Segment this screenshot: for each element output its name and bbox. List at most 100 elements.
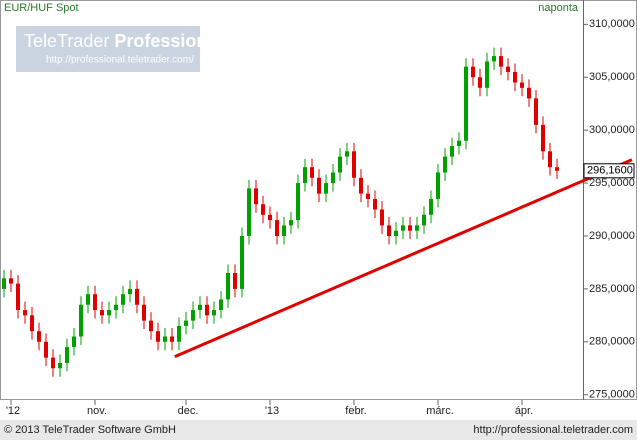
candle-body xyxy=(485,61,489,88)
candle-body xyxy=(317,177,321,194)
candle-body xyxy=(198,304,202,311)
candle-body xyxy=(331,172,335,184)
candle-body xyxy=(436,172,440,199)
candle-body xyxy=(23,310,27,316)
candle-body xyxy=(471,66,475,78)
candle-body xyxy=(373,198,377,210)
candle-body xyxy=(527,87,531,99)
candle-body xyxy=(254,188,258,205)
candle-body xyxy=(520,82,524,88)
footer-url: http://professional.teletrader.com xyxy=(473,424,633,436)
candle-body xyxy=(58,362,62,369)
candle-body xyxy=(408,225,412,231)
candle-body xyxy=(107,310,111,316)
candle-body xyxy=(16,283,20,311)
candle-body xyxy=(51,357,55,369)
candle-body xyxy=(93,294,97,311)
candle-body xyxy=(37,331,41,342)
candle-body xyxy=(380,209,384,226)
candle-body xyxy=(422,214,426,226)
candle-body xyxy=(247,188,251,236)
y-tick-label: 300,0000 xyxy=(589,124,635,136)
candle-body xyxy=(457,140,461,147)
candle-body xyxy=(149,320,153,332)
candle-body xyxy=(226,273,230,300)
x-tick-label: nov. xyxy=(87,405,107,417)
candle-body xyxy=(261,204,265,215)
y-tick-label: 295,0000 xyxy=(589,177,635,189)
candle-body xyxy=(296,183,300,221)
candle-body xyxy=(352,151,356,178)
candle-body xyxy=(450,146,454,157)
candle-body xyxy=(359,177,363,194)
candle-body xyxy=(79,304,83,337)
candle-body xyxy=(240,235,244,289)
candle-body xyxy=(282,225,286,236)
candle-body xyxy=(555,167,559,171)
y-tick-label: 285,0000 xyxy=(589,283,635,295)
x-tick-label: '12 xyxy=(6,405,20,417)
candle-body xyxy=(184,320,188,326)
candle-body xyxy=(233,273,237,289)
logo-edition: Professional xyxy=(114,31,222,51)
candle-body xyxy=(205,304,209,316)
footer-bar xyxy=(0,420,637,440)
candle-body xyxy=(478,77,482,88)
candle-body xyxy=(506,66,510,72)
candle-body xyxy=(387,225,391,236)
candle-body xyxy=(142,304,146,321)
candle-body xyxy=(464,66,468,141)
candle-body xyxy=(548,151,552,168)
candle-body xyxy=(9,278,13,284)
y-tick-label: 275,0000 xyxy=(589,389,635,401)
copyright: © 2013 TeleTrader Software GmbH xyxy=(4,424,176,436)
candle-body xyxy=(345,151,349,157)
y-tick-label: 305,0000 xyxy=(589,71,635,83)
candle-body xyxy=(513,71,517,83)
candle-body xyxy=(177,325,181,342)
candle-body xyxy=(2,278,6,289)
candle-body xyxy=(44,341,48,358)
candle-body xyxy=(121,294,125,305)
candle-body xyxy=(401,225,405,231)
x-tick-label: dec. xyxy=(178,405,199,417)
trendline xyxy=(174,158,633,358)
candle-body xyxy=(135,288,139,305)
candle-body xyxy=(100,310,104,316)
candle-body xyxy=(541,124,545,152)
y-tick-label: 280,0000 xyxy=(589,336,635,348)
candle-body xyxy=(303,167,307,184)
x-tick-label: ápr. xyxy=(515,405,533,417)
candle-body xyxy=(275,220,279,236)
candle-body xyxy=(170,336,174,342)
x-tick-label: márc. xyxy=(426,405,454,417)
candle-body xyxy=(429,198,433,215)
y-tick-label: 290,0000 xyxy=(589,230,635,242)
logo-name: TeleTrader xyxy=(24,31,109,51)
x-tick-label: febr. xyxy=(345,405,366,417)
candle-body xyxy=(128,288,132,295)
candle-body xyxy=(366,193,370,199)
candle-body xyxy=(394,230,398,236)
candle-body xyxy=(415,225,419,231)
candle-body xyxy=(499,56,503,67)
candle-body xyxy=(65,347,69,363)
candle-body xyxy=(268,214,272,221)
candle-body xyxy=(156,331,160,342)
candle-body xyxy=(163,336,167,342)
last-price-label: 296,1600 xyxy=(587,165,633,177)
candle-body xyxy=(86,294,90,305)
candle-body xyxy=(443,156,447,173)
candle-body xyxy=(219,299,223,311)
logo: TeleTrader Professional xyxy=(24,31,222,51)
candle-body xyxy=(310,167,314,178)
last-price-box xyxy=(583,163,635,179)
logo-url: http://professional.teletrader.com/ xyxy=(46,55,194,66)
candle-body xyxy=(338,156,342,173)
candle-body xyxy=(324,183,328,194)
chart-subtitle: naponta xyxy=(538,2,579,14)
logo-box xyxy=(16,26,200,72)
candle-body xyxy=(30,315,34,332)
x-tick-label: '13 xyxy=(265,405,279,417)
